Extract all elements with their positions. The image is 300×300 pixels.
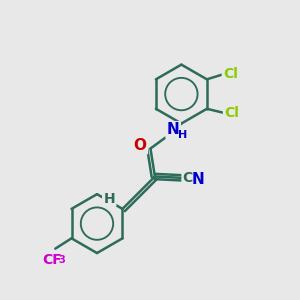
Text: CF: CF [42,253,62,267]
Text: Cl: Cl [223,67,238,81]
Text: H: H [178,130,188,140]
Text: N: N [167,122,179,137]
Text: Cl: Cl [224,106,239,120]
Text: O: O [134,138,147,153]
Text: 3: 3 [58,255,65,265]
Text: H: H [103,192,115,206]
Text: C: C [183,171,193,185]
Text: N: N [192,172,205,187]
